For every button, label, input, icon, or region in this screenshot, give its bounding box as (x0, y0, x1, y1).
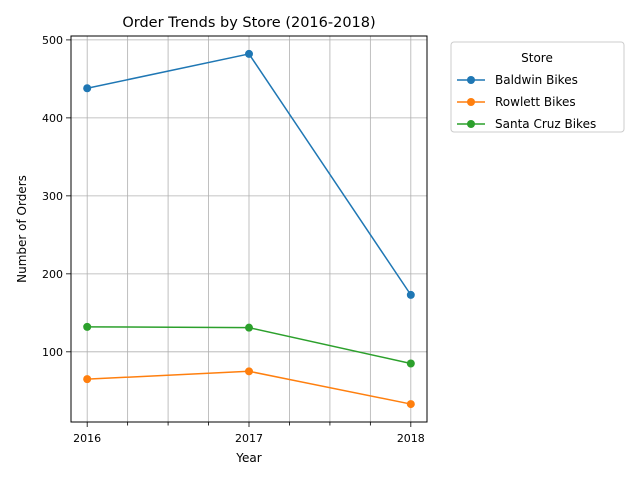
series-1 (83, 49, 415, 299)
legend-item: Rowlett Bikes (457, 95, 576, 109)
data-point (83, 84, 92, 93)
plot-frame (70, 35, 428, 423)
x-tick-label: 2016 (73, 432, 101, 445)
data-point (406, 290, 415, 299)
legend-label: Rowlett Bikes (495, 95, 576, 109)
series-2 (83, 367, 415, 409)
data-point (245, 49, 253, 58)
legend-marker (467, 120, 475, 128)
y-tick-label: 100 (42, 346, 63, 359)
legend-items: Baldwin Bikes Rowlett Bikes Santa Cruz Bik… (457, 73, 596, 131)
grid (71, 36, 427, 422)
y-axis-label: Number of Orders (15, 175, 29, 283)
x-tick-label: 2018 (397, 432, 425, 445)
data-point (83, 375, 92, 384)
y-tick-label: 500 (42, 34, 63, 47)
x-axis-label: Year (235, 451, 261, 465)
y-tick-label: 200 (42, 268, 63, 281)
legend-marker (467, 76, 475, 84)
axes: 2016 2017 2018 100 200 300 400 500 (42, 34, 425, 445)
y-tick-label: 400 (42, 112, 63, 125)
x-tick-label: 2017 (235, 432, 263, 445)
chart-title: Order Trends by Store (2016-2018) (122, 15, 375, 31)
legend-item: Baldwin Bikes (457, 73, 578, 87)
legend-title: Store (521, 51, 553, 65)
legend: Store Baldwin Bikes Rowlett Bikes Santa Cr… (450, 41, 625, 133)
data-point (83, 322, 92, 331)
data-point (406, 359, 415, 368)
legend-marker (467, 98, 475, 106)
legend-label: Santa Cruz Bikes (495, 117, 596, 131)
legend-label: Baldwin Bikes (495, 73, 578, 87)
data-point (406, 400, 415, 409)
series-3 (83, 322, 415, 368)
series-layer (83, 49, 415, 409)
data-point (245, 367, 253, 376)
y-tick-label: 300 (42, 190, 63, 203)
legend-item: Santa Cruz Bikes (457, 117, 596, 131)
legend-box (450, 41, 625, 133)
data-point (245, 323, 253, 332)
